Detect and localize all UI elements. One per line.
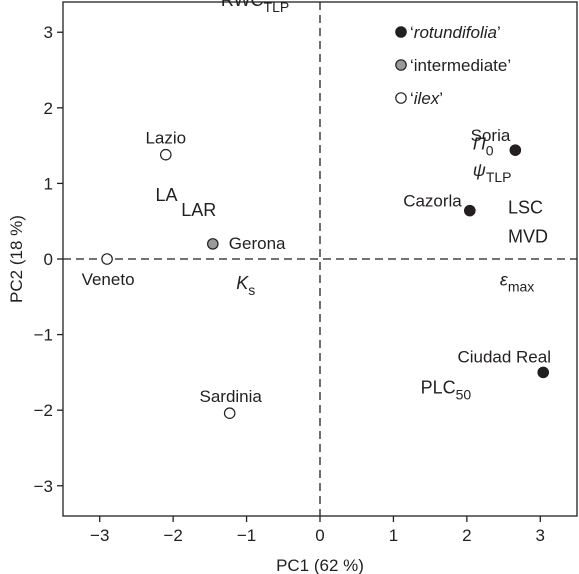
x-tick-label: −2 xyxy=(163,526,182,545)
point-label-lazio: Lazio xyxy=(145,129,186,148)
x-axis: −3 −2 −1 0 1 2 3 xyxy=(90,516,545,545)
y-axis: −3 −2 −1 0 1 2 3 xyxy=(34,23,63,496)
y-axis-label: PC2 (18 %) xyxy=(7,215,26,303)
variable-label: Ks xyxy=(236,273,255,298)
point-veneto xyxy=(101,253,113,265)
variable-label: LSC xyxy=(508,198,543,218)
y-tick-label: 1 xyxy=(44,174,53,193)
legend: ‘rotundifolia’ ‘intermediate’ ‘ilex’ xyxy=(395,23,511,108)
y-tick-label: 2 xyxy=(44,99,53,118)
data-points: Soria Cazorla Ciudad Real Gerona Lazio Veneto… xyxy=(82,126,551,419)
point-soria xyxy=(509,144,522,156)
variable-label: PLC50 xyxy=(421,378,472,403)
x-tick-label: −1 xyxy=(237,526,256,545)
point-label-ciudad-real: Ciudad Real xyxy=(457,347,551,366)
variable-label: LA xyxy=(156,185,178,205)
variable-label: LAR xyxy=(181,200,216,220)
legend-marker xyxy=(395,92,407,104)
point-cazorla xyxy=(463,204,476,217)
point-label-gerona: Gerona xyxy=(229,234,286,253)
variable-label: εmax xyxy=(500,269,534,294)
x-tick-label: −3 xyxy=(90,526,109,545)
legend-entry: ‘rotundifolia’ xyxy=(410,23,501,42)
y-tick-label: 3 xyxy=(44,23,53,42)
x-tick-label: 2 xyxy=(462,526,471,545)
legend-marker xyxy=(395,26,407,38)
point-gerona xyxy=(206,238,219,250)
y-tick-label: −1 xyxy=(34,326,53,345)
point-sardinia xyxy=(223,407,236,419)
point-label-soria: Soria xyxy=(471,126,511,145)
point-label-veneto: Veneto xyxy=(82,270,135,289)
point-ciudad-real xyxy=(537,366,550,379)
y-tick-label: 0 xyxy=(44,250,53,269)
y-tick-label: −2 xyxy=(34,401,53,420)
point-label-sardinia: Sardinia xyxy=(199,387,262,406)
legend-entry: ‘ilex’ xyxy=(410,89,443,108)
x-axis-label: PC1 (62 %) xyxy=(276,556,364,574)
variable-label: MVD xyxy=(508,226,548,246)
legend-entry: ‘intermediate’ xyxy=(410,56,511,75)
y-tick-label: −3 xyxy=(34,477,53,496)
variable-label: RWCTLP xyxy=(221,0,289,15)
x-tick-label: 0 xyxy=(315,526,324,545)
point-lazio xyxy=(160,148,172,161)
variable-label: ψTLP xyxy=(473,160,512,185)
legend-marker xyxy=(395,59,407,71)
x-tick-label: 1 xyxy=(389,526,398,545)
point-label-cazorla: Cazorla xyxy=(403,192,462,211)
variable-label: Π0 xyxy=(473,133,494,158)
x-tick-label: 3 xyxy=(536,526,545,545)
